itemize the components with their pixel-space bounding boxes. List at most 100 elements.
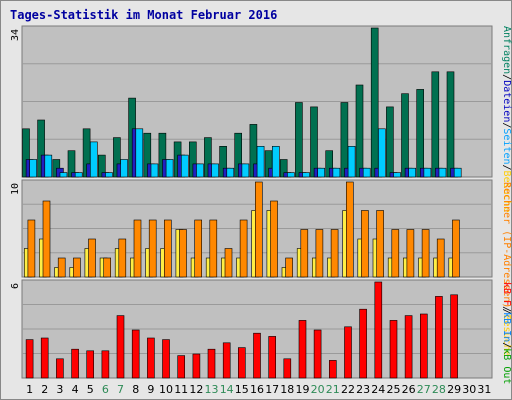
bar	[285, 257, 293, 278]
x-tick-label: 19	[296, 383, 310, 396]
bar	[238, 347, 246, 379]
x-tick-label: 23	[356, 383, 370, 396]
bar	[355, 84, 364, 178]
bar	[270, 200, 278, 278]
y-max-label: 34	[10, 29, 21, 41]
bar	[313, 329, 322, 379]
bar	[147, 337, 155, 379]
x-tick-label: 30	[462, 383, 476, 396]
series-seiten	[29, 128, 462, 178]
x-tick-label: 12	[189, 383, 203, 396]
x-tick-label: 28	[432, 383, 446, 396]
bar	[131, 329, 140, 379]
bar	[73, 257, 81, 278]
x-tick-label: 18	[280, 383, 294, 396]
bar	[315, 229, 324, 278]
bar	[298, 320, 307, 379]
series-kb-f	[25, 281, 458, 379]
x-tick-label: 3	[56, 383, 63, 396]
bar	[359, 308, 367, 379]
x-tick-label: 24	[371, 383, 385, 396]
bar	[404, 315, 413, 379]
bar	[302, 172, 310, 178]
chart-panel-3: 6 kB F/kB In/kB Out	[10, 279, 512, 384]
bar	[256, 146, 265, 178]
bar	[345, 181, 354, 278]
bar	[370, 27, 379, 178]
bar	[194, 219, 202, 278]
chart-title: Tages-Statistik im Monat Februar 2016	[10, 8, 277, 22]
x-tick-label: 31	[477, 383, 491, 396]
bar	[118, 238, 127, 278]
bar	[88, 238, 96, 278]
legend: kB F/kB In/kB Out	[501, 282, 512, 384]
y-max-label: 10	[10, 183, 21, 195]
legend-entry: /	[501, 165, 512, 171]
bar	[224, 248, 233, 278]
x-tick-label: 25	[387, 383, 401, 396]
bar	[283, 358, 292, 379]
x-tick-label: 5	[87, 383, 94, 396]
bar	[59, 172, 68, 178]
x-tick-label: 8	[132, 383, 139, 396]
legend-entry: /	[501, 74, 512, 80]
bar	[431, 71, 440, 178]
legend-entry: Besuche	[501, 171, 512, 213]
bar	[317, 167, 326, 178]
x-tick-label: 10	[159, 383, 173, 396]
x-tick-label: 2	[41, 383, 48, 396]
legend-entry: kB F	[501, 282, 512, 306]
bar	[44, 154, 53, 178]
bar	[27, 219, 36, 278]
bar	[255, 181, 263, 278]
x-tick-label: 9	[147, 383, 154, 396]
x-axis: 1 2 3 4 5 6 7 8 9 10 11 12 13 14 15 16 17 18 19 20 21 22 23 24 2…	[26, 383, 491, 396]
bar	[310, 106, 318, 178]
x-tick-label: 1	[26, 383, 33, 396]
bar	[253, 332, 261, 379]
bar	[452, 219, 460, 278]
bar	[120, 159, 128, 178]
legend-entry: Besuche	[501, 314, 512, 356]
legend-entry: kB Out	[501, 348, 512, 384]
bar	[74, 172, 83, 178]
bar	[436, 238, 445, 278]
bar	[419, 313, 428, 379]
bar	[423, 167, 432, 178]
legend: Rechner (IP-Adressen)/Besuche	[501, 182, 512, 357]
legend-entry: kB In	[501, 312, 512, 342]
bar	[446, 71, 455, 178]
bar	[295, 102, 303, 178]
x-tick-label: 13	[205, 383, 219, 396]
y-max-label: 6	[10, 283, 21, 289]
bar	[192, 353, 201, 379]
bar	[101, 350, 110, 379]
bar	[374, 281, 383, 379]
legend-entry: /	[501, 306, 512, 312]
bar	[40, 337, 49, 379]
bar	[389, 320, 398, 379]
bar	[135, 128, 144, 178]
legend: Anfragen/Dateien/Seiten/Besuche	[501, 26, 512, 213]
bar	[209, 219, 218, 278]
x-tick-label: 6	[102, 383, 109, 396]
bar	[71, 348, 79, 379]
bar	[196, 163, 204, 178]
bar	[226, 167, 235, 178]
bar	[362, 167, 371, 178]
bar	[148, 219, 157, 278]
bar	[162, 339, 170, 379]
x-tick-label: 14	[220, 383, 234, 396]
x-tick-label: 20	[311, 383, 325, 396]
bar	[435, 296, 443, 379]
legend-entry: /	[501, 122, 512, 128]
bar	[408, 167, 417, 178]
x-tick-label: 21	[326, 383, 340, 396]
x-tick-label: 15	[235, 383, 249, 396]
bar	[361, 210, 369, 278]
bar	[133, 219, 142, 278]
legend-entry: Anfragen	[501, 26, 512, 74]
legend-entry: Seiten	[501, 128, 512, 164]
